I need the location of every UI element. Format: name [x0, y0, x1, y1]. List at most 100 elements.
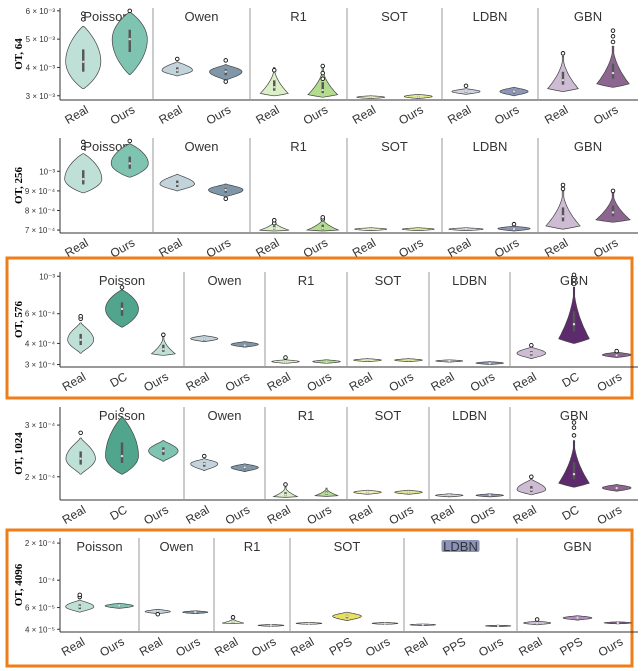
- outlier-point: [119, 285, 125, 290]
- y-tick-label: 7 × 10⁻⁴: [25, 226, 56, 235]
- median-point: [307, 622, 311, 625]
- median-point: [162, 449, 165, 453]
- x-tick-label: Real: [156, 102, 184, 126]
- median-point: [615, 486, 618, 490]
- panel-label-r1: R1: [290, 139, 307, 154]
- median-point: [273, 86, 276, 89]
- panel-label-poisson: Poisson: [83, 9, 129, 24]
- outlier-point: [571, 272, 577, 278]
- y-tick-label: 9 × 10⁻⁴: [25, 187, 56, 196]
- median-point: [496, 624, 500, 628]
- median-point: [366, 491, 369, 494]
- outlier-point: [571, 281, 577, 287]
- median-point: [321, 226, 324, 230]
- y-tick-label: 6 × 10⁻⁵: [25, 604, 55, 613]
- median-point: [572, 472, 576, 476]
- violin-box: [611, 63, 615, 79]
- panel-label-sot: SOT: [381, 139, 408, 154]
- median-point: [120, 307, 124, 311]
- violin-box: [572, 462, 576, 480]
- x-tick-label: Ours: [204, 102, 234, 127]
- outlier-point: [320, 215, 326, 220]
- outlier-point: [283, 355, 288, 360]
- median-point: [561, 78, 565, 82]
- outlier-point: [272, 68, 277, 73]
- outlier-point: [119, 407, 125, 412]
- panel-label-poisson: Poisson: [76, 539, 122, 554]
- median-point: [243, 344, 246, 347]
- panel-label-gbn: GBN: [560, 408, 588, 423]
- outlier-point: [560, 186, 566, 192]
- outlier-point: [614, 348, 619, 354]
- median-point: [243, 466, 246, 469]
- outlier-point: [223, 196, 228, 201]
- x-tick-label: Real: [137, 634, 165, 658]
- violin-box: [82, 170, 85, 185]
- violin-box: [82, 49, 85, 72]
- median-point: [203, 337, 206, 341]
- panel-label-gbn: GBN: [563, 539, 591, 554]
- median-point: [82, 60, 85, 63]
- x-tick-label: Ours: [596, 634, 626, 659]
- x-tick-label: PPS: [440, 634, 468, 658]
- x-tick-label: DC: [559, 369, 581, 390]
- x-tick-label: Real: [350, 102, 378, 126]
- outlier-point: [80, 145, 86, 151]
- x-tick-label: Real: [265, 369, 293, 393]
- y-axis-label: OT, 1024: [13, 432, 25, 475]
- panel-label-sot: SOT: [375, 408, 402, 423]
- median-point: [369, 227, 372, 231]
- x-tick-label: Real: [60, 369, 88, 393]
- outlier-point: [610, 39, 616, 45]
- panel-label-poisson: Poisson: [99, 408, 145, 423]
- median-point: [417, 227, 420, 231]
- median-point: [572, 322, 576, 326]
- outlier-point: [511, 221, 517, 227]
- violin-box: [321, 82, 324, 94]
- chart-row-3: 3 × 10⁻⁴ 4 × 10⁻⁴ 6 × 10⁻⁴ 10⁻³ OT, 576 Poiss…: [13, 272, 638, 395]
- median-point: [488, 362, 491, 365]
- panel-label-sot: SOT: [381, 9, 408, 24]
- median-point: [615, 354, 618, 357]
- x-tick-label: Real: [510, 502, 538, 526]
- violin-box: [128, 29, 131, 53]
- outlier-point: [78, 313, 83, 319]
- outlier-point: [201, 453, 207, 459]
- x-tick-label: Real: [183, 369, 211, 393]
- x-tick-label: Real: [542, 102, 570, 126]
- panel-label-owen: Owen: [208, 408, 242, 423]
- median-point: [325, 492, 328, 495]
- outlier-point: [223, 58, 228, 63]
- outlier-point: [78, 430, 83, 436]
- panel-label-owen: Owen: [208, 273, 242, 288]
- chart-row-4: 2 × 10⁻⁴ 3 × 10⁻⁴OT, 1024 Poisson Real DC Our…: [13, 407, 638, 528]
- x-tick-label: Ours: [301, 102, 331, 127]
- median-point: [611, 71, 615, 75]
- x-tick-label: Ours: [173, 634, 203, 659]
- x-tick-label: Ours: [595, 502, 625, 527]
- median-point: [464, 227, 468, 231]
- x-tick-label: Real: [445, 235, 473, 259]
- y-tick-label: 10⁻³: [39, 167, 55, 176]
- outlier-point: [610, 188, 616, 194]
- median-point: [366, 359, 369, 362]
- panel-label-r1: R1: [290, 9, 307, 24]
- x-tick-label: Real: [183, 502, 211, 526]
- median-point: [128, 162, 131, 165]
- x-tick-label: Real: [156, 235, 184, 259]
- y-tick-label: 5 × 10⁻³: [26, 35, 56, 44]
- x-tick-label: Real: [288, 634, 316, 658]
- x-tick-label: Ours: [141, 502, 171, 527]
- y-tick-label: 4 × 10⁻³: [26, 63, 56, 72]
- x-tick-label: Ours: [97, 634, 127, 659]
- outlier-point: [534, 617, 540, 622]
- x-tick-label: Real: [542, 235, 570, 259]
- outlier-point: [571, 433, 577, 438]
- outlier-point: [80, 139, 86, 145]
- y-tick-label: 3 × 10⁻⁴: [25, 421, 56, 430]
- y-tick-label: 4 × 10⁻⁵: [25, 625, 55, 634]
- median-point: [118, 604, 121, 607]
- x-tick-label: Ours: [492, 102, 522, 127]
- median-point: [407, 359, 410, 362]
- x-tick-label: PPS: [557, 634, 585, 658]
